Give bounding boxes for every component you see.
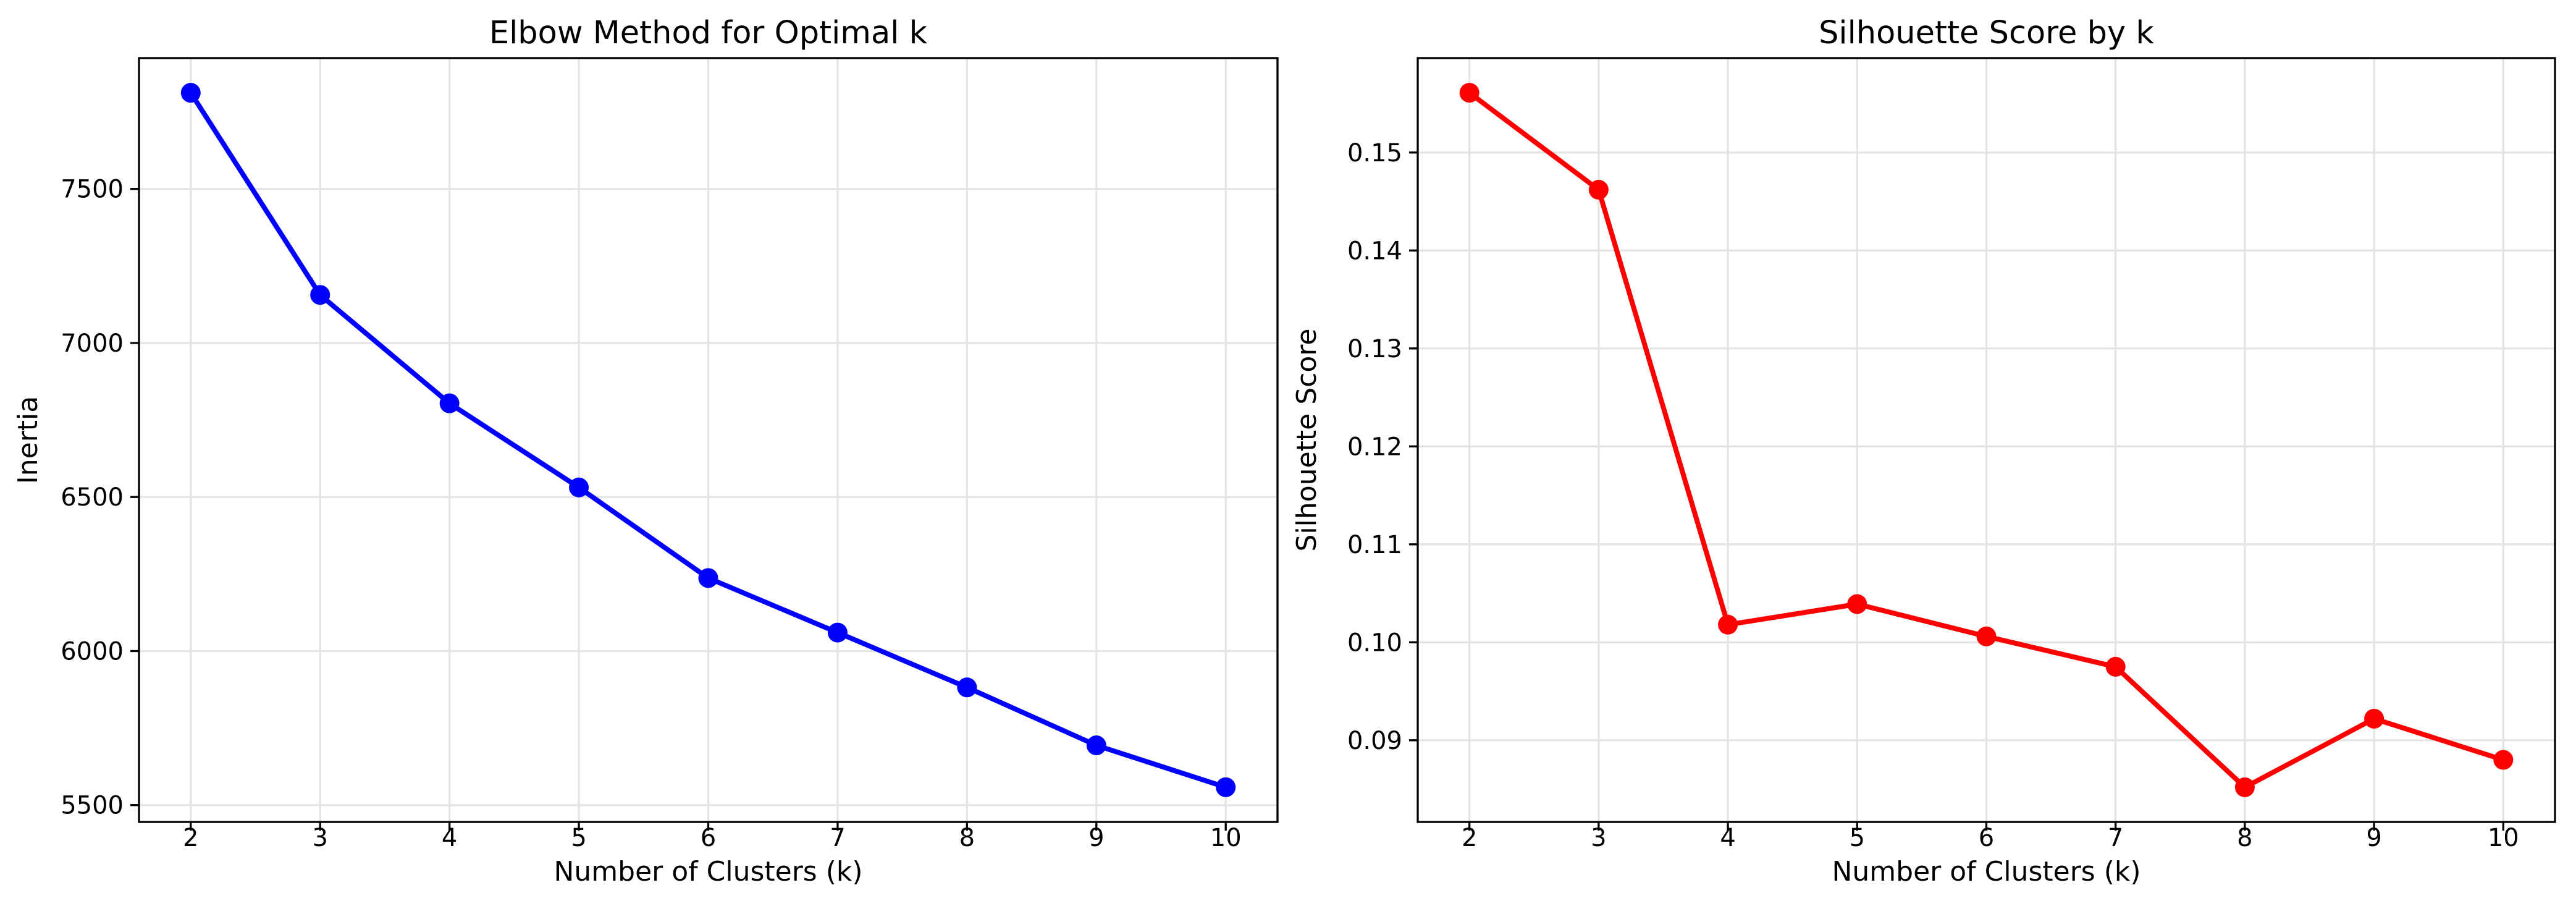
x-tick-label: 8 [2237,824,2252,852]
x-tick-label: 6 [701,824,716,852]
y-tick-label: 0.10 [1347,629,1402,657]
data-point-k10 [1216,777,1236,797]
data-point-k2 [180,83,201,103]
elbow-method-subplot: 2 3 4 5 6 7 8 9 10 5500 6000 6500 7000 7500 Elbow Meth… [12,15,1279,887]
x-tick-label: 6 [1979,824,1994,852]
x-axis-label: Number of Clusters (k) [1832,856,2140,887]
grid [139,58,1277,822]
chart-title: Silhouette Score by k [1819,15,2154,51]
data-point-k5 [1847,594,1867,614]
data-point-k9 [2364,708,2384,729]
x-tick-label: 4 [442,824,457,852]
x-tick-label: 9 [1088,824,1104,852]
x-tick-label: 2 [183,824,198,852]
data-point-k8 [2234,777,2255,797]
data-point-k4 [1718,614,1738,635]
y-axis-label: Silhouette Score [1291,329,1323,552]
y-tick-label: 0.14 [1347,237,1402,265]
x-tick-label: 7 [830,824,845,852]
y-tick-label: 0.15 [1347,139,1402,167]
data-point-k3 [310,285,330,305]
data-point-k8 [957,677,977,698]
data-point-k5 [569,477,589,497]
data-point-k7 [827,622,848,643]
y-tick-label: 7000 [61,329,124,358]
silhouette-score-subplot: 2 3 4 5 6 7 8 9 10 0.09 0.10 0.11 0.12 0.13 0.14 0.15 Si… [1291,15,2556,887]
x-tick-label: 5 [571,824,586,852]
x-tick-label: 5 [1850,824,1865,852]
y-tick-label: 0.13 [1347,335,1402,363]
y-tick-label: 6500 [61,483,124,512]
data-point-k9 [1086,735,1106,756]
data-point-k6 [698,568,718,588]
y-tick-label: 7500 [61,176,124,204]
x-tick-label: 7 [2108,824,2123,852]
y-tick-label: 5500 [61,792,124,820]
y-tick-label: 0.12 [1347,433,1402,461]
data-point-k10 [2493,750,2514,770]
x-axis-label: Number of Clusters (k) [554,856,862,887]
x-tick-label: 9 [2366,824,2381,852]
y-axis-label: Inertia [12,396,44,484]
x-tick-label: 3 [1591,824,1606,852]
data-point-k7 [2105,656,2126,677]
x-tick-label: 10 [1210,824,1242,852]
data-point-k6 [1976,626,1997,646]
y-tick-label: 6000 [61,637,124,666]
y-tick-label: 0.11 [1347,531,1402,559]
data-point-k3 [1588,180,1609,200]
x-tick-label: 3 [312,824,327,852]
y-tick-label: 0.09 [1347,727,1402,755]
x-tick-label: 4 [1720,824,1735,852]
data-point-k4 [439,393,460,413]
x-tick-label: 2 [1462,824,1477,852]
x-tick-label: 8 [959,824,975,852]
chart-title: Elbow Method for Optimal k [489,15,928,51]
x-tick-label: 10 [2488,824,2519,852]
data-point-k2 [1459,83,1480,103]
grid [1418,58,2555,822]
